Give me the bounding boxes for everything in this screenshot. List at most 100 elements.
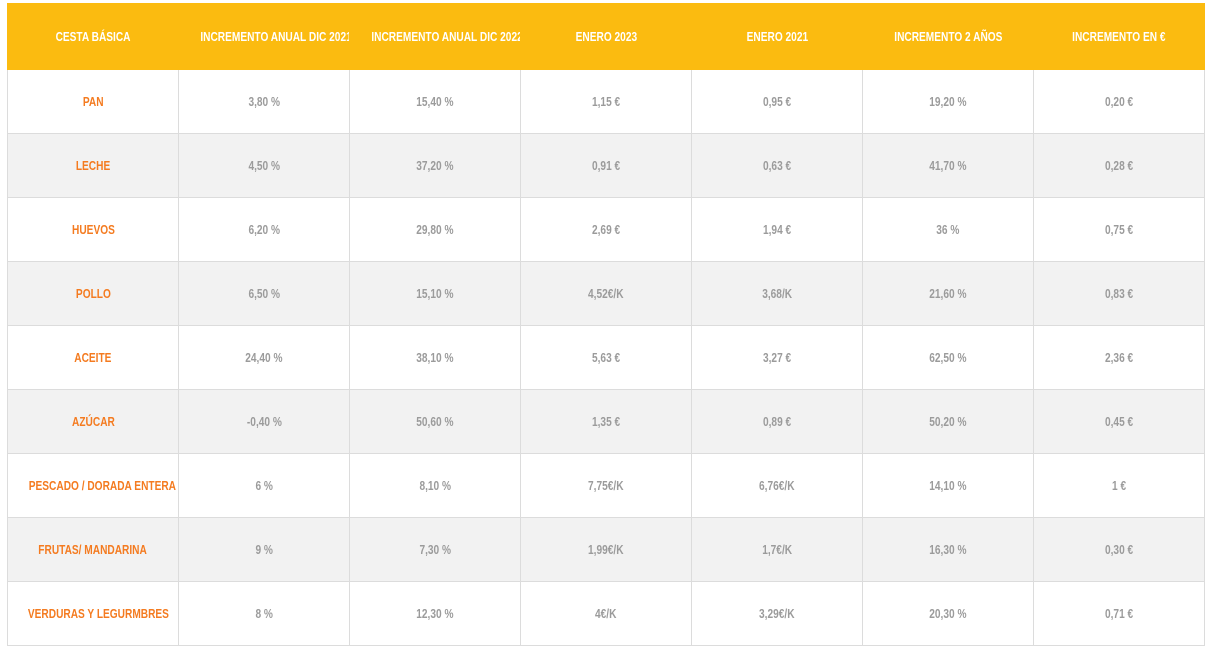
data-cell: 16,30 % bbox=[862, 517, 1034, 582]
data-cell-text: 9 % bbox=[255, 542, 273, 557]
data-cell-text: 50,60 % bbox=[416, 414, 454, 429]
table-row: ACEITE 24,40 % 38,10 % 5,63 € 3,27 € 62,50 % 2… bbox=[7, 325, 1205, 390]
data-cell: 6,50 % bbox=[178, 261, 350, 326]
item-name: ACEITE bbox=[7, 325, 179, 390]
item-name: HUEVOS bbox=[7, 197, 179, 262]
data-cell: 8 % bbox=[178, 581, 350, 646]
data-cell-text: 50,20 % bbox=[929, 414, 967, 429]
data-cell: 19,20 % bbox=[862, 69, 1034, 134]
table-row: POLLO 6,50 % 15,10 % 4,52€/K 3,68/K 21,60 % 0,… bbox=[7, 261, 1205, 326]
item-name: VERDURAS Y LEGURMBRES bbox=[7, 581, 179, 646]
data-cell-text: 12,30 % bbox=[416, 606, 454, 621]
data-cell: 6,20 % bbox=[178, 197, 350, 262]
data-cell-text: 6,50 % bbox=[248, 286, 280, 301]
header-cell-text: ENERO 2021 bbox=[746, 29, 808, 44]
data-cell: 3,27 € bbox=[691, 325, 863, 390]
data-cell: 20,30 % bbox=[862, 581, 1034, 646]
data-cell-text: 6 % bbox=[255, 478, 273, 493]
data-cell-text: 24,40 % bbox=[245, 350, 283, 365]
item-name-text: VERDURAS Y LEGURMBRES bbox=[27, 606, 169, 621]
data-cell-text: 3,29€/K bbox=[759, 606, 795, 621]
data-cell-text: 29,80 % bbox=[416, 222, 454, 237]
data-cell-text: 14,10 % bbox=[929, 478, 967, 493]
data-cell-text: 0,20 € bbox=[1104, 94, 1134, 109]
data-cell: 0,71 € bbox=[1033, 581, 1205, 646]
table-row: FRUTAS/ MANDARINA 9 % 7,30 % 1,99€/K 1,7€/K 1… bbox=[7, 517, 1205, 582]
item-name: AZÚCAR bbox=[7, 389, 179, 454]
header-cell: INCREMENTO EN € bbox=[1033, 3, 1205, 70]
header-cell: INCREMENTO ANUAL DIC 2021 bbox=[178, 3, 350, 70]
header-cell-text: ENERO 2023 bbox=[575, 29, 637, 44]
data-cell: 50,20 % bbox=[862, 389, 1034, 454]
data-cell: 29,80 % bbox=[349, 197, 521, 262]
data-cell-text: 3,27 € bbox=[762, 350, 792, 365]
item-name-text: LECHE bbox=[75, 158, 111, 173]
data-cell: 24,40 % bbox=[178, 325, 350, 390]
data-cell: 4,50 % bbox=[178, 133, 350, 198]
data-cell: 3,29€/K bbox=[691, 581, 863, 646]
data-cell: 0,45 € bbox=[1033, 389, 1205, 454]
header-cell: INCREMENTO ANUAL DIC 2022 bbox=[349, 3, 521, 70]
item-name-text: POLLO bbox=[75, 286, 111, 301]
data-cell-text: 0,30 € bbox=[1104, 542, 1134, 557]
data-cell: 7,30 % bbox=[349, 517, 521, 582]
data-cell-text: 15,40 % bbox=[416, 94, 454, 109]
data-cell-text: 1,7€/K bbox=[762, 542, 792, 557]
data-cell: 62,50 % bbox=[862, 325, 1034, 390]
header-cell: INCREMENTO 2 AÑOS bbox=[862, 3, 1034, 70]
data-cell-text: 0,91 € bbox=[591, 158, 621, 173]
item-name: PAN bbox=[7, 69, 179, 134]
data-cell-text: 8 % bbox=[255, 606, 273, 621]
header-cell: ENERO 2021 bbox=[691, 3, 863, 70]
data-cell: 7,75€/K bbox=[520, 453, 692, 518]
data-cell-text: 1,35 € bbox=[591, 414, 621, 429]
data-cell-text: 0,45 € bbox=[1104, 414, 1134, 429]
data-cell-text: 0,63 € bbox=[762, 158, 792, 173]
data-cell-text: 6,20 % bbox=[248, 222, 280, 237]
data-cell-text: 4,52€/K bbox=[588, 286, 624, 301]
data-cell-text: 5,63 € bbox=[591, 350, 621, 365]
data-cell: 4,52€/K bbox=[520, 261, 692, 326]
data-cell-text: 0,28 € bbox=[1104, 158, 1134, 173]
data-cell-text: 3,68/K bbox=[762, 286, 792, 301]
data-cell-text: 16,30 % bbox=[929, 542, 967, 557]
data-cell-text: 38,10 % bbox=[416, 350, 454, 365]
data-cell: 0,30 € bbox=[1033, 517, 1205, 582]
data-cell-text: 0,83 € bbox=[1104, 286, 1134, 301]
header-cell-text: CESTA BÁSICA bbox=[55, 29, 131, 44]
header-cell: ENERO 2023 bbox=[520, 3, 692, 70]
table-body: PAN 3,80 % 15,40 % 1,15 € 0,95 € 19,20 % 0,20 … bbox=[7, 69, 1205, 646]
data-cell: 1 € bbox=[1033, 453, 1205, 518]
data-cell-text: 0,75 € bbox=[1104, 222, 1134, 237]
data-cell-text: 1 € bbox=[1111, 478, 1127, 493]
item-name: FRUTAS/ MANDARINA bbox=[7, 517, 179, 582]
data-cell: 6,76€/K bbox=[691, 453, 863, 518]
data-cell-text: 4,50 % bbox=[248, 158, 280, 173]
data-cell: 9 % bbox=[178, 517, 350, 582]
data-cell-text: 4€/K bbox=[595, 606, 617, 621]
data-cell: 50,60 % bbox=[349, 389, 521, 454]
data-cell: 12,30 % bbox=[349, 581, 521, 646]
data-cell: 2,69 € bbox=[520, 197, 692, 262]
data-cell: 37,20 % bbox=[349, 133, 521, 198]
data-cell: 1,35 € bbox=[520, 389, 692, 454]
item-name-text: HUEVOS bbox=[71, 222, 115, 237]
item-name-text: FRUTAS/ MANDARINA bbox=[38, 542, 148, 557]
table-row: PESCADO / DORADA ENTERA 6 % 8,10 % 7,75€/K 6… bbox=[7, 453, 1205, 518]
data-cell-text: 15,10 % bbox=[416, 286, 454, 301]
data-cell-text: 36 % bbox=[936, 222, 960, 237]
data-cell: 15,40 % bbox=[349, 69, 521, 134]
data-cell-text: 1,94 € bbox=[762, 222, 792, 237]
data-cell: 0,89 € bbox=[691, 389, 863, 454]
header-cell-text: INCREMENTO ANUAL DIC 2022 bbox=[371, 29, 521, 44]
table-row: HUEVOS 6,20 % 29,80 % 2,69 € 1,94 € 36 % 0,75 … bbox=[7, 197, 1205, 262]
data-cell: 1,7€/K bbox=[691, 517, 863, 582]
header-row: CESTA BÁSICA INCREMENTO ANUAL DIC 2021 INC… bbox=[7, 3, 1205, 70]
table-row: PAN 3,80 % 15,40 % 1,15 € 0,95 € 19,20 % 0,20 … bbox=[7, 69, 1205, 134]
item-name-text: ACEITE bbox=[74, 350, 112, 365]
item-name-text: PAN bbox=[82, 94, 104, 109]
data-cell: 41,70 % bbox=[862, 133, 1034, 198]
header-cell-text: INCREMENTO EN € bbox=[1072, 29, 1166, 44]
data-cell-text: 6,76€/K bbox=[759, 478, 795, 493]
